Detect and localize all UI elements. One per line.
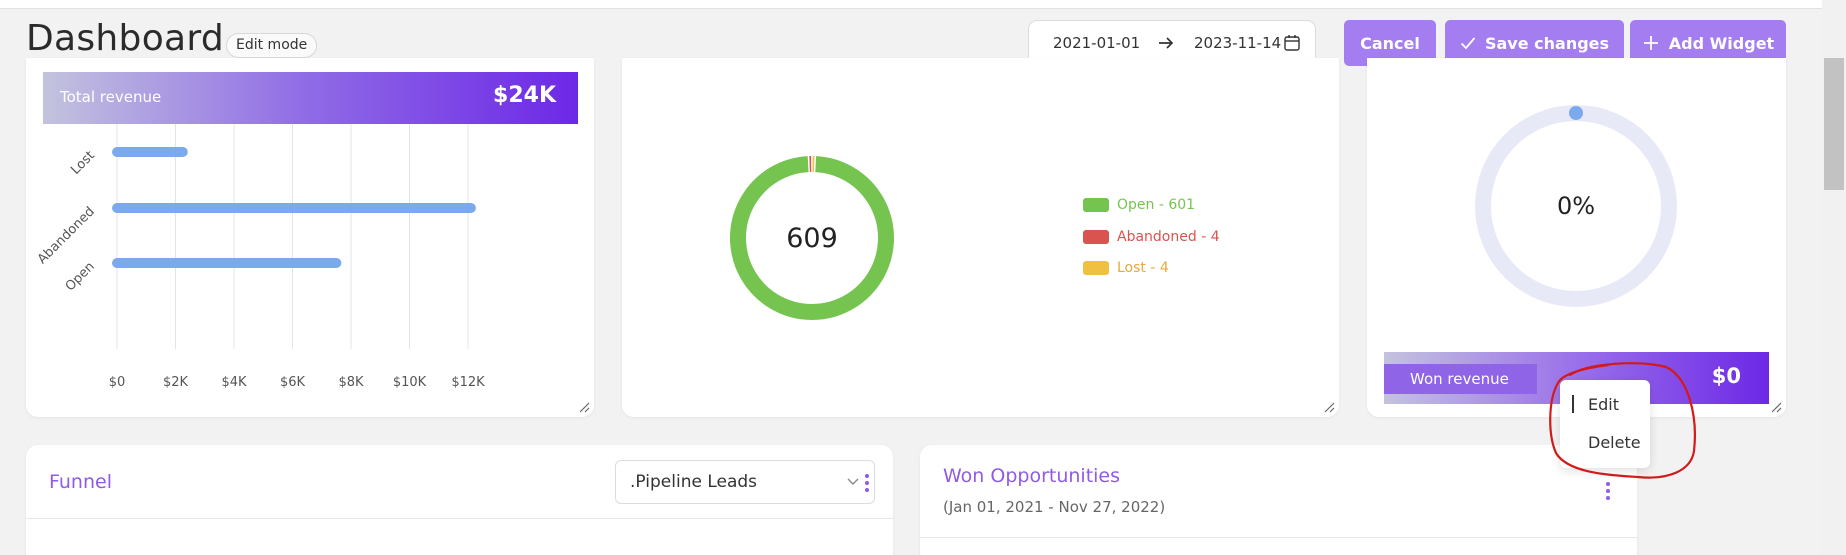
pipeline-select[interactable]: .Pipeline Leads xyxy=(615,460,875,504)
won-percent: 0% xyxy=(1557,192,1595,220)
progress-marker xyxy=(1569,106,1583,120)
legend-open[interactable]: Open - 601 xyxy=(1083,197,1195,213)
pipeline-select-value: .Pipeline Leads xyxy=(630,472,758,492)
widget-context-menu: Edit Delete xyxy=(1560,380,1650,468)
won-revenue-widget: 0% Won revenue $0 xyxy=(1367,58,1786,417)
calendar-icon[interactable] xyxy=(1283,34,1301,52)
opportunity-status-widget: 609 Open - 601 Abandoned - 4 Lost - 4 xyxy=(622,58,1339,417)
browser-top-edge xyxy=(0,0,1846,9)
total-revenue-value: $24K xyxy=(493,83,556,108)
legend-open-label: Open - 601 xyxy=(1117,197,1196,213)
x-tick-label: $10K xyxy=(393,375,427,390)
won-progress-ring: 0% xyxy=(1475,105,1677,307)
won-revenue-label: Won revenue xyxy=(1384,364,1537,394)
total-revenue-banner: Total revenue $24K xyxy=(43,72,578,124)
x-tick-label: $12K xyxy=(451,375,485,390)
funnel-widget: Funnel .Pipeline Leads xyxy=(26,445,893,555)
edit-mode-badge: Edit mode xyxy=(226,33,318,58)
chevron-down-icon xyxy=(847,478,859,485)
resize-handle[interactable] xyxy=(576,399,590,413)
won-opportunities-date-range: (Jan 01, 2021 - Nov 27, 2022) xyxy=(943,498,1166,516)
won-opportunities-widget: Won Opportunities (Jan 01, 2021 - Nov 27… xyxy=(920,445,1637,555)
plus-icon xyxy=(1643,36,1658,50)
won-revenue-value: $0 xyxy=(1711,364,1741,388)
y-category-label: Abandoned xyxy=(35,204,98,267)
x-tick-label: $8K xyxy=(338,375,364,390)
card-divider xyxy=(26,518,893,519)
card-divider xyxy=(920,537,1637,538)
donut-total: 609 xyxy=(786,223,838,254)
save-changes-label: Save changes xyxy=(1484,33,1610,53)
y-category-label: Open xyxy=(63,259,98,294)
text-cursor xyxy=(1572,395,1574,413)
won-revenue-banner: Won revenue $0 xyxy=(1384,352,1769,404)
legend-lost-label: Lost - 4 xyxy=(1117,260,1169,276)
scrollbar-thumb[interactable] xyxy=(1824,58,1844,190)
cancel-button-label: Cancel xyxy=(1360,33,1420,53)
revenue-widget: Total revenue $24K $0 $2K $4K $6K $8K $10K $12… xyxy=(26,58,594,417)
add-widget-label: Add Widget xyxy=(1668,33,1775,53)
legend-lost[interactable]: Lost - 4 xyxy=(1083,260,1169,276)
more-options-icon[interactable] xyxy=(1605,481,1611,501)
date-to[interactable]: 2023-11-14 xyxy=(1194,34,1282,52)
x-tick-label: $6K xyxy=(280,375,306,390)
legend-abandoned[interactable]: Abandoned - 4 xyxy=(1083,229,1220,245)
legend-lost-swatch xyxy=(1083,261,1109,275)
x-tick-label: $2K xyxy=(163,375,189,390)
page-title: Dashboard xyxy=(26,18,225,59)
legend-abandoned-swatch xyxy=(1083,230,1109,244)
funnel-title: Funnel xyxy=(49,471,112,493)
donut-slice-open[interactable] xyxy=(730,156,894,320)
legend-open-swatch xyxy=(1083,198,1109,212)
resize-handle[interactable] xyxy=(1768,399,1782,413)
x-tick-label: $4K xyxy=(221,375,247,390)
x-tick-label: $0 xyxy=(109,375,126,390)
y-category-label: Lost xyxy=(68,148,98,178)
status-donut-chart: 609 xyxy=(730,156,894,320)
menu-item-edit[interactable]: Edit xyxy=(1588,395,1619,414)
won-opportunities-title: Won Opportunities xyxy=(943,465,1121,487)
total-revenue-label: Total revenue xyxy=(60,88,162,106)
resize-handle[interactable] xyxy=(1321,399,1335,413)
arrow-right-icon xyxy=(1159,37,1174,49)
check-icon xyxy=(1460,37,1476,50)
menu-item-delete[interactable]: Delete xyxy=(1588,433,1641,452)
legend-abandoned-label: Abandoned - 4 xyxy=(1117,229,1220,245)
annotation-circle xyxy=(1549,362,1696,479)
date-from[interactable]: 2021-01-01 xyxy=(1053,34,1141,52)
more-options-icon[interactable] xyxy=(864,473,870,493)
